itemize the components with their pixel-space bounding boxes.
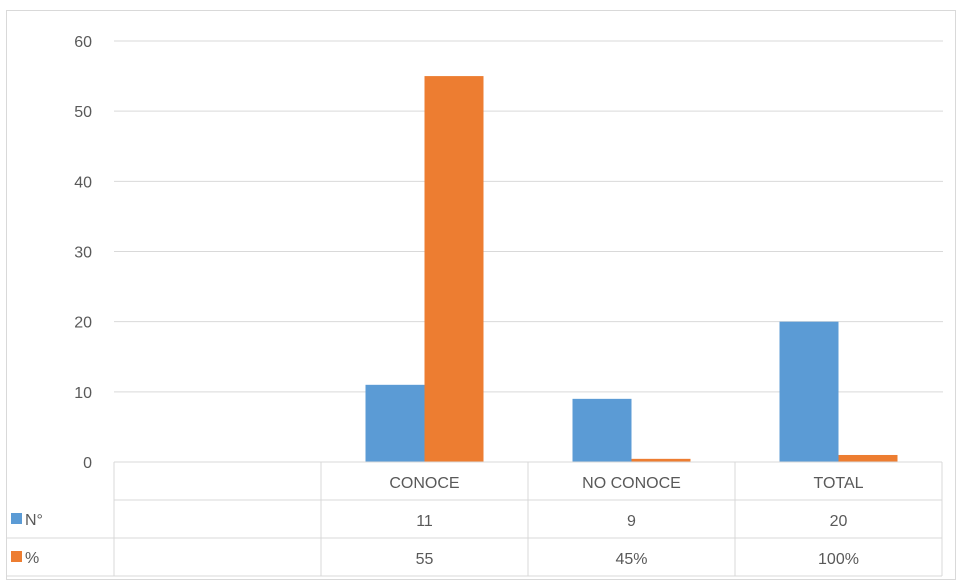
category-label: NO CONOCE [582,475,681,492]
legend-label: N° [25,512,43,529]
data-table-value: 20 [830,513,848,530]
data-table-value: 55 [416,551,434,568]
bar-percent [838,454,898,462]
bar-count [365,384,425,462]
bar-count [779,321,839,462]
bar-percent [424,76,484,462]
category-label: TOTAL [813,475,863,492]
legend-key [11,513,22,524]
y-tick-label: 30 [74,245,92,262]
data-table-value: 45% [615,551,647,568]
data-table-value: 100% [818,551,859,568]
y-tick-label: 20 [74,315,92,332]
y-tick-label: 40 [74,174,92,191]
y-tick-label: 10 [74,385,92,402]
y-axis-tick-labels: 0 10 20 30 40 50 60 [74,34,92,472]
legend-label: % [25,550,39,567]
data-table-value: 11 [416,513,433,530]
y-tick-label: 0 [83,455,92,472]
legend-key [11,551,22,562]
y-tick-label: 50 [74,104,92,121]
bar-count [572,398,632,462]
bar-percent [631,458,691,462]
data-table-value: 9 [627,513,636,530]
category-label: CONOCE [389,475,459,492]
data-table: CONOCE NO CONOCE TOTAL N° 11 9 20% 55 45% 100% [6,461,943,577]
bars [365,76,898,462]
y-tick-label: 60 [74,34,92,51]
